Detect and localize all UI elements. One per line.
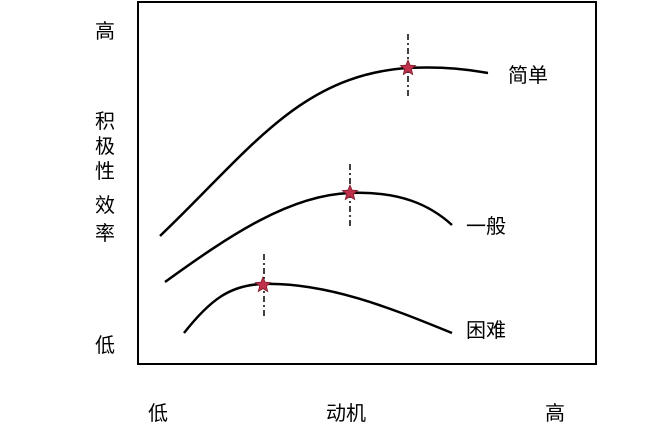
y-axis-label-char-3: 性 bbox=[95, 159, 115, 183]
plot-frame bbox=[137, 1, 597, 365]
y-axis-label-char-5: 率 bbox=[95, 221, 115, 245]
curve-easy bbox=[159, 66, 489, 237]
y-axis-label-char-4: 效 bbox=[95, 193, 115, 217]
curve-medium bbox=[164, 191, 453, 284]
peak-star-medium bbox=[341, 183, 359, 201]
y-axis-low: 低 bbox=[95, 333, 115, 357]
curve-label-hard: 困难 bbox=[466, 318, 506, 342]
curve-label-easy: 简单 bbox=[508, 63, 548, 87]
x-axis-low: 低 bbox=[148, 401, 168, 425]
curve-label-medium: 一般 bbox=[466, 214, 506, 238]
y-axis-label-char-1: 积 bbox=[95, 109, 115, 133]
x-axis-high: 高 bbox=[545, 401, 565, 425]
x-axis-label: 动机 bbox=[326, 401, 366, 425]
y-axis-label-char-2: 极 bbox=[95, 134, 115, 158]
curve-hard bbox=[183, 282, 453, 335]
peak-star-hard bbox=[254, 275, 272, 293]
y-axis-high: 高 bbox=[95, 19, 115, 43]
peak-star-easy bbox=[399, 58, 417, 76]
